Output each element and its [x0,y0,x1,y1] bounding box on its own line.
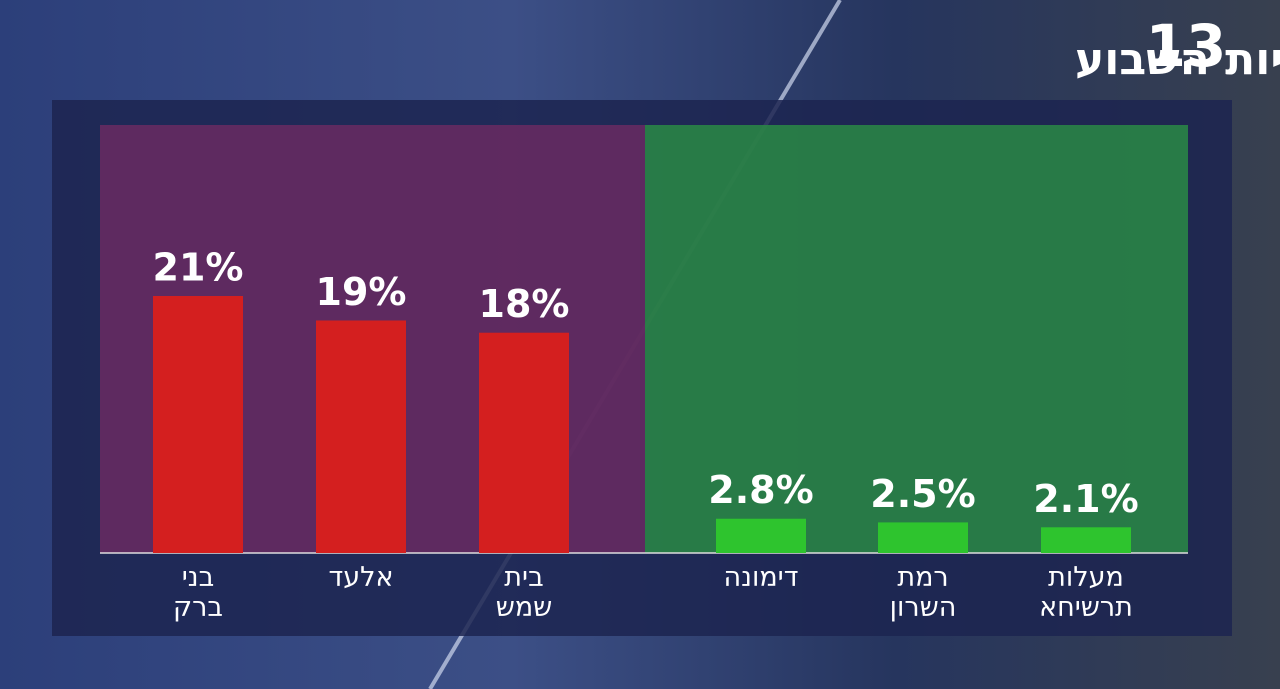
bar [1041,527,1131,553]
bar [316,320,406,553]
value-label: 2.1% [1033,477,1138,521]
x-tick-label: מעלות תרשיחא [1039,562,1133,623]
x-tick-label: בית שמש [495,562,553,623]
x-tick-label: בני ברק [172,562,223,623]
value-label: 19% [316,270,407,314]
x-tick-label: רמת השרון [889,562,957,623]
value-label: 18% [479,282,570,326]
bar [878,522,968,553]
chart-title: אחוז הבדיקות החיוביות השבוע [1075,34,1280,85]
value-label: 2.8% [708,468,813,512]
value-label: 21% [153,246,244,290]
x-tick-label: דימונה [723,562,799,593]
bar [479,332,569,553]
right-panel [645,125,1188,553]
bar [153,296,243,553]
value-label: 2.5% [870,472,975,516]
bar [716,518,806,553]
x-tick-label: אלעד [328,562,394,593]
logo: 13 [1146,12,1227,80]
